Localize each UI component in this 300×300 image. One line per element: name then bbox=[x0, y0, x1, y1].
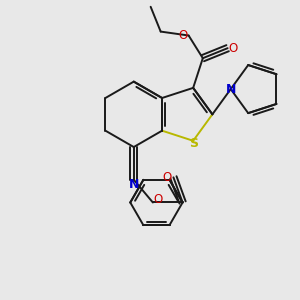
Text: S: S bbox=[189, 137, 198, 150]
Text: O: O bbox=[228, 42, 238, 55]
Text: O: O bbox=[154, 193, 163, 206]
Text: O: O bbox=[163, 171, 172, 184]
Text: N: N bbox=[226, 82, 236, 96]
Text: N: N bbox=[129, 178, 139, 191]
Text: O: O bbox=[179, 29, 188, 42]
